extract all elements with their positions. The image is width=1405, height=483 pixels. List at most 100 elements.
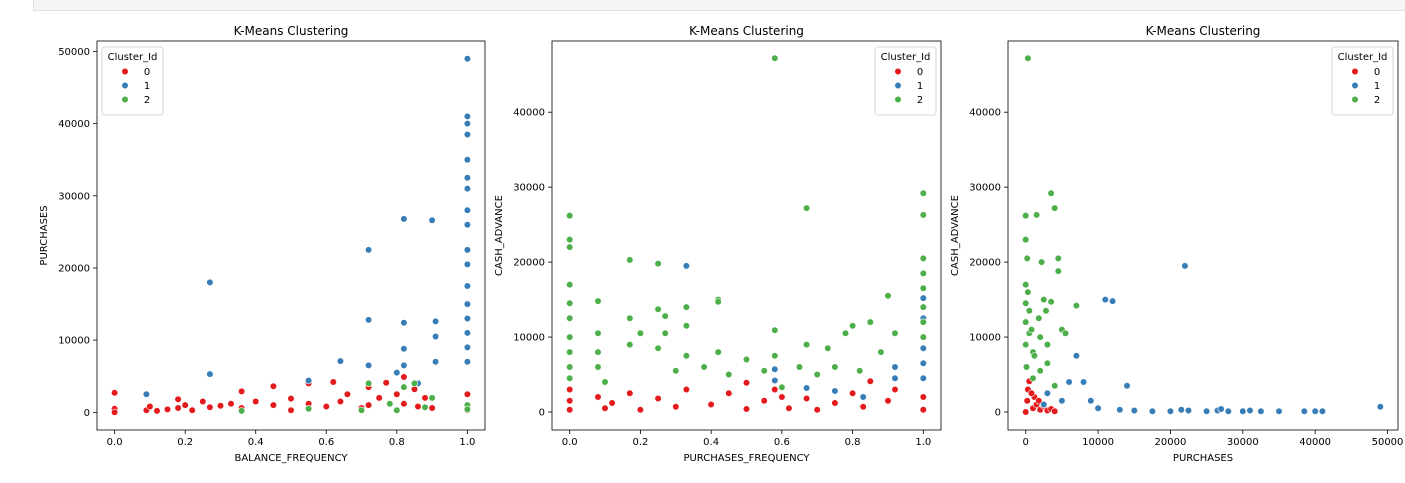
- data-point-cluster-1: [206, 370, 214, 378]
- data-point-cluster-0: [216, 402, 225, 410]
- data-point-cluster-2: [1029, 374, 1037, 382]
- data-point-cluster-0: [110, 408, 119, 416]
- data-point-cluster-2: [594, 348, 602, 356]
- data-point-cluster-1: [463, 282, 472, 290]
- legend-label: 2: [1374, 95, 1380, 106]
- data-point-cluster-2: [1022, 341, 1030, 349]
- y-axis-label: CASH_ADVANCE: [950, 195, 961, 276]
- data-point-cluster-2: [1024, 288, 1032, 296]
- data-point-cluster-2: [771, 54, 779, 62]
- data-point-cluster-1: [463, 55, 472, 63]
- data-point-cluster-2: [463, 405, 472, 414]
- data-point-cluster-2: [594, 329, 602, 337]
- data-point-cluster-0: [778, 393, 786, 401]
- data-point-cluster-0: [672, 403, 680, 411]
- data-point-cluster-1: [831, 387, 839, 395]
- x-tick-label: 0.4: [248, 437, 264, 448]
- data-point-cluster-1: [463, 185, 472, 193]
- data-point-cluster-2: [661, 329, 669, 337]
- data-point-cluster-0: [742, 379, 751, 387]
- data-point-cluster-2: [1032, 211, 1041, 219]
- data-point-cluster-2: [682, 322, 691, 330]
- legend-label: 0: [144, 67, 150, 78]
- data-point-cluster-2: [742, 355, 751, 364]
- data-point-cluster-0: [813, 406, 821, 414]
- chart-title: K-Means Clustering: [234, 24, 349, 38]
- legend-marker-cluster-1: [121, 81, 129, 90]
- data-point-cluster-0: [891, 385, 899, 394]
- data-point-cluster-2: [1022, 236, 1030, 244]
- legend-label: 0: [1374, 67, 1380, 78]
- legend-marker-cluster-0: [894, 67, 902, 76]
- data-point-cluster-1: [1166, 407, 1174, 415]
- legend-label: 2: [917, 95, 923, 106]
- data-point-cluster-0: [802, 394, 811, 403]
- legend: Cluster_Id 0 1 2: [101, 46, 164, 116]
- data-point-cluster-1: [1079, 378, 1088, 386]
- data-point-cluster-1: [463, 314, 472, 323]
- data-point-cluster-0: [400, 400, 408, 408]
- legend-box: [101, 46, 164, 116]
- data-point-cluster-0: [188, 406, 196, 414]
- data-point-cluster-2: [1043, 341, 1051, 349]
- data-point-cluster-2: [566, 348, 574, 356]
- y-tick-label: 20000: [969, 258, 1001, 269]
- data-point-cluster-0: [566, 406, 574, 414]
- data-point-cluster-1: [463, 343, 472, 352]
- data-point-cluster-0: [1023, 397, 1031, 405]
- x-tick-label: 50000: [1372, 437, 1404, 448]
- data-point-cluster-2: [566, 212, 574, 220]
- legend-label: 0: [917, 67, 923, 78]
- data-point-cluster-0: [343, 390, 352, 398]
- x-tick-label: 1.0: [459, 437, 475, 448]
- data-point-cluster-0: [287, 406, 295, 414]
- data-point-cluster-1: [336, 357, 345, 365]
- data-point-cluster-1: [1177, 406, 1185, 414]
- y-tick-label: 40000: [513, 108, 545, 119]
- data-point-cluster-1: [1224, 407, 1232, 415]
- data-point-cluster-2: [393, 406, 401, 414]
- data-point-cluster-2: [795, 363, 804, 371]
- data-point-cluster-0: [428, 404, 436, 412]
- data-point-cluster-2: [714, 348, 722, 356]
- x-axis-label: BALANCE_FREQUENCY: [234, 453, 348, 464]
- data-point-cluster-2: [919, 254, 927, 262]
- data-point-cluster-2: [1054, 254, 1062, 262]
- data-point-cluster-1: [1311, 407, 1319, 415]
- data-point-cluster-1: [919, 359, 927, 367]
- data-point-cluster-2: [1022, 363, 1031, 371]
- data-point-cluster-2: [626, 314, 634, 322]
- data-point-cluster-1: [1116, 406, 1124, 414]
- data-point-cluster-1: [463, 300, 472, 308]
- data-point-cluster-1: [463, 260, 472, 269]
- data-point-cluster-1: [463, 130, 472, 139]
- data-point-cluster-0: [626, 389, 634, 397]
- data-point-cluster-2: [672, 367, 680, 375]
- data-point-cluster-2: [877, 348, 885, 356]
- data-point-cluster-0: [859, 403, 867, 411]
- data-point-cluster-1: [432, 358, 440, 366]
- data-point-cluster-2: [1025, 307, 1033, 315]
- data-point-cluster-1: [428, 216, 436, 224]
- data-point-cluster-1: [1087, 397, 1095, 405]
- data-point-cluster-1: [771, 376, 779, 385]
- data-point-cluster-1: [1058, 397, 1066, 405]
- x-tick-label: 20000: [1155, 437, 1187, 448]
- y-tick-label: 40000: [969, 108, 1001, 119]
- data-point-cluster-1: [1275, 407, 1283, 415]
- data-point-cluster-0: [566, 397, 574, 405]
- data-point-cluster-2: [661, 312, 669, 320]
- data-point-cluster-2: [1036, 367, 1044, 375]
- x-axis-label: PURCHASES_FREQUENCY: [683, 453, 810, 464]
- data-point-cluster-0: [1022, 408, 1030, 416]
- data-point-cluster-1: [400, 215, 408, 223]
- data-point-cluster-1: [1184, 406, 1193, 415]
- data-point-cluster-1: [1040, 400, 1048, 409]
- legend-box: [1331, 46, 1394, 116]
- data-point-cluster-1: [463, 112, 472, 120]
- data-point-cluster-0: [400, 373, 408, 381]
- data-point-cluster-0: [771, 385, 779, 394]
- data-point-cluster-0: [760, 397, 768, 405]
- legend-label: 1: [1374, 81, 1380, 92]
- data-point-cluster-0: [866, 377, 874, 385]
